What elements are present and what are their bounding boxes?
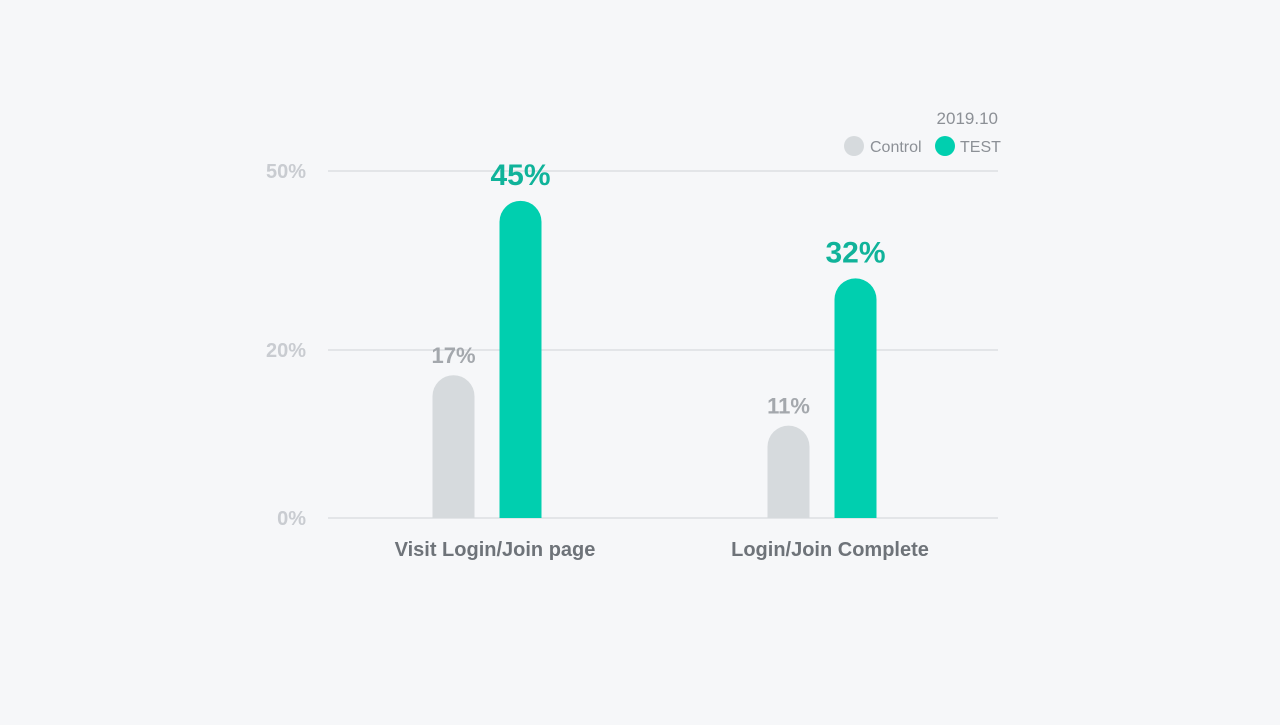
legend-swatch-test <box>935 136 955 156</box>
value-label-control: 11% <box>767 394 810 419</box>
legend-label-control: Control <box>870 139 922 156</box>
gridlines <box>328 170 998 519</box>
legend-swatch-control <box>844 136 864 156</box>
bar-test <box>499 200 542 519</box>
category-label: Login/Join Complete <box>731 539 929 561</box>
category-label: Visit Login/Join page <box>395 539 596 561</box>
value-label-control: 17% <box>431 343 475 368</box>
bar-control <box>767 425 810 518</box>
y-tick-label: 0% <box>277 508 306 530</box>
bar-control <box>432 375 475 518</box>
date-label: 2019.10 <box>937 109 998 128</box>
value-label-test: 45% <box>490 159 550 192</box>
y-axis-ticks: 0% 20% 50% <box>266 161 306 530</box>
value-labels: 17% 45% 11% 32% <box>431 159 885 419</box>
y-tick-label: 50% <box>266 161 306 183</box>
value-label-test: 32% <box>825 236 885 269</box>
bar-test <box>834 278 877 518</box>
y-tick-label: 20% <box>266 340 306 362</box>
legend: Control TEST <box>844 136 1001 156</box>
legend-label-test: TEST <box>960 139 1001 156</box>
bars <box>432 200 877 519</box>
x-axis-categories: Visit Login/Join page Login/Join Complete <box>395 539 929 561</box>
